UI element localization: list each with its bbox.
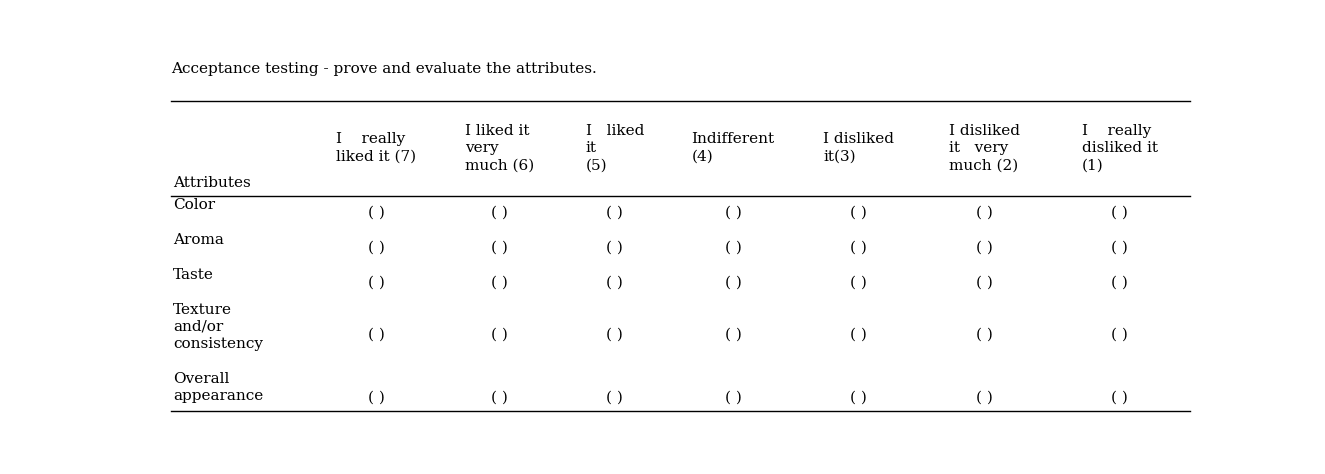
Text: ( ): ( ) bbox=[725, 241, 742, 255]
Text: I liked it
very
much (6): I liked it very much (6) bbox=[465, 124, 534, 173]
Text: Texture
and/or
consistency: Texture and/or consistency bbox=[172, 302, 262, 351]
Text: ( ): ( ) bbox=[368, 206, 384, 220]
Text: ( ): ( ) bbox=[1112, 241, 1128, 255]
Text: I disliked
it   very
much (2): I disliked it very much (2) bbox=[949, 124, 1020, 173]
Text: ( ): ( ) bbox=[725, 206, 742, 220]
Text: I   liked
it
(5): I liked it (5) bbox=[586, 124, 644, 173]
Text: ( ): ( ) bbox=[977, 275, 992, 289]
Text: ( ): ( ) bbox=[1112, 275, 1128, 289]
Text: ( ): ( ) bbox=[607, 206, 623, 220]
Text: ( ): ( ) bbox=[492, 206, 507, 220]
Text: ( ): ( ) bbox=[492, 327, 507, 341]
Text: ( ): ( ) bbox=[607, 241, 623, 255]
Text: ( ): ( ) bbox=[851, 206, 867, 220]
Text: ( ): ( ) bbox=[725, 275, 742, 289]
Text: Overall
appearance: Overall appearance bbox=[172, 372, 264, 403]
Text: ( ): ( ) bbox=[368, 327, 384, 341]
Text: ( ): ( ) bbox=[1112, 390, 1128, 404]
Text: ( ): ( ) bbox=[977, 390, 992, 404]
Text: ( ): ( ) bbox=[1112, 206, 1128, 220]
Text: ( ): ( ) bbox=[607, 275, 623, 289]
Text: ( ): ( ) bbox=[851, 327, 867, 341]
Text: ( ): ( ) bbox=[368, 390, 384, 404]
Text: ( ): ( ) bbox=[368, 241, 384, 255]
Text: I    really
disliked it
(1): I really disliked it (1) bbox=[1081, 124, 1158, 173]
Text: ( ): ( ) bbox=[725, 390, 742, 404]
Text: ( ): ( ) bbox=[851, 390, 867, 404]
Text: ( ): ( ) bbox=[977, 206, 992, 220]
Text: ( ): ( ) bbox=[977, 327, 992, 341]
Text: ( ): ( ) bbox=[851, 275, 867, 289]
Text: ( ): ( ) bbox=[977, 241, 992, 255]
Text: ( ): ( ) bbox=[368, 275, 384, 289]
Text: Color: Color bbox=[172, 199, 215, 212]
Text: I disliked
it(3): I disliked it(3) bbox=[823, 132, 894, 164]
Text: ( ): ( ) bbox=[492, 241, 507, 255]
Text: I    really
liked it (7): I really liked it (7) bbox=[337, 132, 416, 164]
Text: Indifferent
(4): Indifferent (4) bbox=[692, 132, 775, 164]
Text: ( ): ( ) bbox=[607, 390, 623, 404]
Text: ( ): ( ) bbox=[492, 390, 507, 404]
Text: Taste: Taste bbox=[172, 268, 213, 282]
Text: Acceptance testing - prove and evaluate the attributes.: Acceptance testing - prove and evaluate … bbox=[171, 63, 596, 76]
Text: ( ): ( ) bbox=[492, 275, 507, 289]
Text: ( ): ( ) bbox=[725, 327, 742, 341]
Text: Attributes: Attributes bbox=[172, 176, 250, 190]
Text: ( ): ( ) bbox=[607, 327, 623, 341]
Text: Aroma: Aroma bbox=[172, 233, 224, 247]
Text: ( ): ( ) bbox=[851, 241, 867, 255]
Text: ( ): ( ) bbox=[1112, 327, 1128, 341]
